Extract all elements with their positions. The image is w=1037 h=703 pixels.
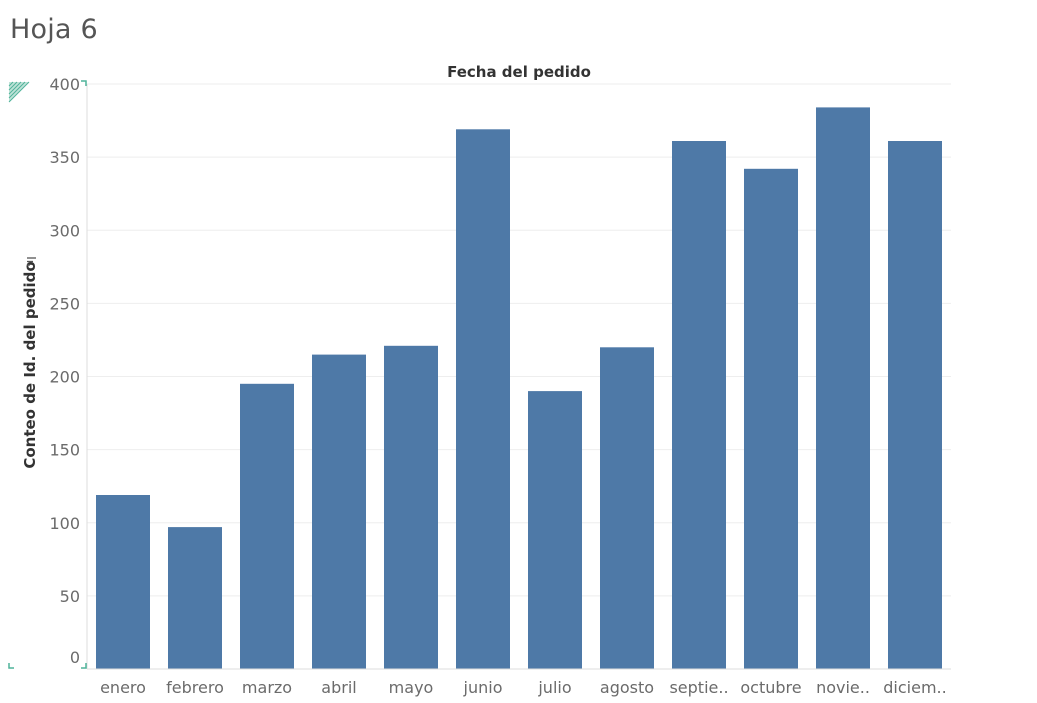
y-tick-labels: 0 50 100 150 200 250 300 350 400 <box>49 75 80 667</box>
bar-9[interactable] <box>744 168 798 670</box>
category-label: febrero <box>166 678 224 697</box>
category-labels: enero febrero marzo abril mayo junio julio agos… <box>100 678 947 697</box>
y-axis-title: Conteo de Id. del pedido <box>21 261 39 468</box>
y-tick-label: 350 <box>49 148 80 167</box>
category-label: julio <box>537 678 571 697</box>
category-label: junio <box>463 678 503 697</box>
category-label: abril <box>321 678 356 697</box>
category-label: diciem.. <box>883 678 946 697</box>
y-tick-label: 100 <box>49 514 80 533</box>
sheet-title: Hoja 6 <box>10 14 98 45</box>
bars <box>96 107 942 670</box>
category-label: marzo <box>242 678 292 697</box>
bar-8[interactable] <box>672 141 726 669</box>
category-label: enero <box>100 678 146 697</box>
category-label: mayo <box>389 678 434 697</box>
bar-5[interactable] <box>456 129 510 670</box>
axes <box>86 84 951 670</box>
y-tick-label: 200 <box>49 368 80 387</box>
bar-6[interactable] <box>528 391 582 669</box>
bar-0[interactable] <box>96 495 150 669</box>
gridlines <box>87 83 951 597</box>
category-label: agosto <box>600 678 654 697</box>
sort-icon[interactable] <box>27 257 36 266</box>
y-tick-label: 250 <box>49 294 80 313</box>
y-tick-label: 300 <box>49 221 80 240</box>
y-tick-label: 150 <box>49 441 80 460</box>
y-tick-label: 400 <box>49 75 80 94</box>
bar-4[interactable] <box>384 345 438 669</box>
pane-bracket-marks <box>8 80 87 669</box>
category-label: novie.. <box>816 678 870 697</box>
category-label: octubre <box>740 678 801 697</box>
category-label: septie.. <box>669 678 728 697</box>
bar-3[interactable] <box>312 354 366 669</box>
column-header: Fecha del pedido <box>447 63 591 81</box>
bar-1[interactable] <box>168 527 222 669</box>
bar-2[interactable] <box>240 383 294 669</box>
pane-corner-icon <box>8 81 30 103</box>
bar-10[interactable] <box>816 107 870 669</box>
y-tick-label: 50 <box>60 587 80 606</box>
bar-11[interactable] <box>888 141 942 669</box>
y-tick-label: 0 <box>70 648 80 667</box>
bar-7[interactable] <box>600 347 654 670</box>
